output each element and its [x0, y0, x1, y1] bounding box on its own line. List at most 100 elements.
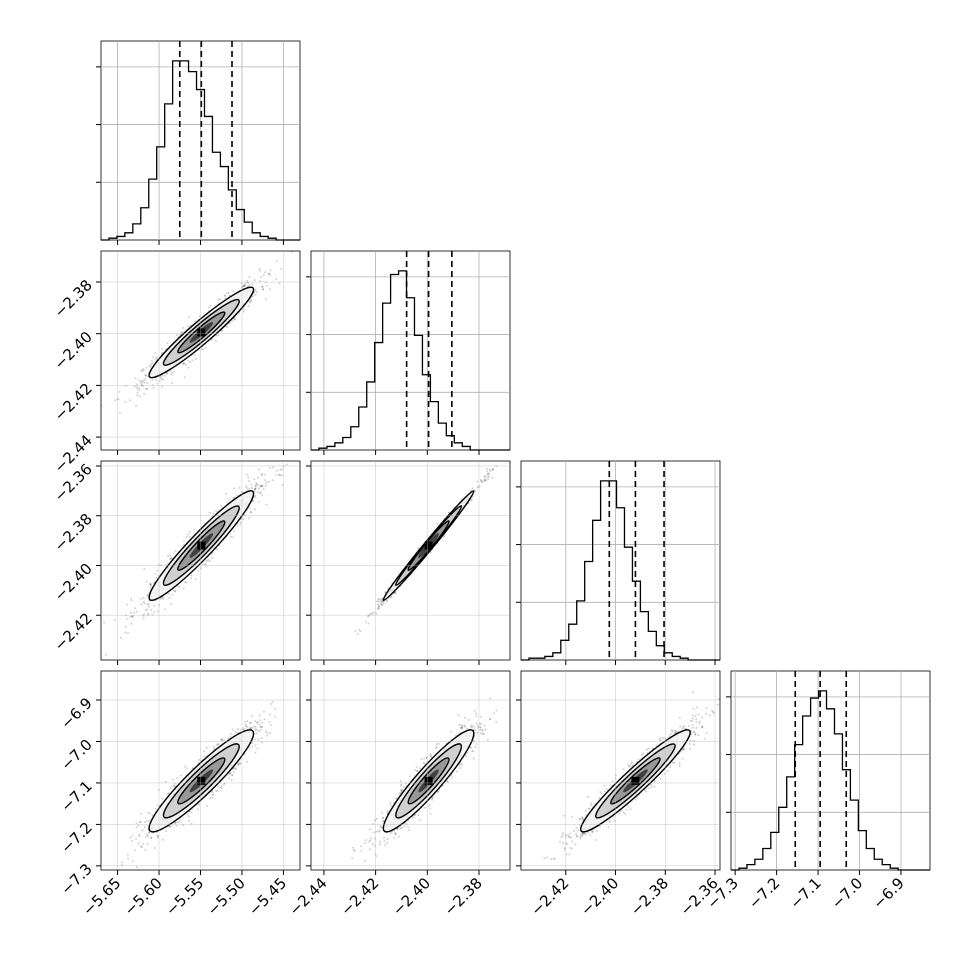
scatter-point: [258, 487, 260, 490]
scatter-point: [138, 387, 141, 390]
scatter-point: [182, 587, 185, 590]
scatter-point: [142, 613, 145, 616]
scatter-point: [372, 831, 375, 834]
scatter-point: [281, 484, 284, 486]
scatter-point: [190, 577, 193, 580]
scatter-point: [146, 603, 149, 606]
scatter-point: [223, 294, 226, 297]
scatter-point: [218, 298, 221, 301]
scatter-point: [242, 518, 245, 520]
scatter-point: [417, 814, 420, 817]
panel-3-0: −5.65−5.60−5.55−5.50−5.45−7.3−7.2−7.1−7.…: [57, 670, 301, 919]
scatter-point: [231, 774, 234, 777]
scatter-point: [176, 777, 179, 780]
scatter-point: [399, 780, 402, 782]
scatter-point: [380, 604, 383, 607]
scatter-point: [137, 389, 140, 392]
scatter-point: [254, 738, 257, 741]
scatter-point: [257, 484, 260, 487]
scatter-point: [480, 715, 482, 718]
scatter-point: [126, 853, 129, 856]
scatter-point: [147, 603, 150, 606]
scatter-point: [253, 488, 256, 491]
scatter-point: [155, 576, 158, 579]
scatter-point: [159, 375, 162, 378]
scatter-point: [209, 305, 212, 307]
scatter-point: [170, 603, 173, 605]
scatter-point: [149, 586, 152, 589]
scatter-point: [160, 597, 163, 599]
scatter-point: [258, 267, 261, 270]
scatter-point: [275, 260, 278, 263]
scatter-point: [264, 479, 267, 482]
scatter-point: [182, 362, 185, 365]
scatter-point: [151, 379, 154, 382]
scatter-point: [435, 743, 438, 746]
scatter-point: [259, 492, 261, 495]
scatter-point: [261, 285, 264, 288]
scatter-point: [127, 857, 130, 860]
scatter-point: [144, 374, 147, 376]
scatter-point: [135, 383, 138, 386]
scatter-point: [165, 372, 168, 375]
scatter-point: [153, 611, 156, 614]
scatter-point: [243, 310, 245, 313]
scatter-point: [217, 298, 220, 301]
scatter-point: [160, 378, 163, 380]
scatter-point: [457, 714, 460, 717]
scatter-point: [103, 621, 106, 624]
scatter-point: [220, 330, 223, 333]
scatter-point: [381, 819, 384, 822]
scatter-point: [238, 486, 241, 489]
scatter-point: [465, 755, 467, 758]
scatter-point: [386, 838, 389, 841]
scatter-point: [353, 849, 356, 852]
histogram-step: [311, 270, 510, 451]
scatter-point: [379, 601, 382, 604]
scatter-point: [186, 533, 189, 536]
scatter-point: [387, 587, 390, 590]
scatter-point: [182, 362, 185, 365]
scatter-point: [278, 474, 281, 477]
panel-frame: [310, 460, 511, 661]
scatter-point: [389, 595, 392, 598]
scatter-point: [142, 368, 145, 371]
scatter-point: [166, 555, 169, 558]
scatter-point: [130, 839, 133, 842]
scatter-point: [466, 727, 469, 730]
scatter-point: [170, 372, 173, 374]
scatter-point: [191, 359, 194, 362]
scatter-point: [246, 720, 249, 723]
scatter-point: [485, 470, 488, 473]
scatter-point: [145, 387, 148, 390]
scatter-point: [377, 598, 380, 601]
scatter-point: [130, 597, 132, 600]
scatter-point: [131, 834, 134, 837]
scatter-point: [169, 558, 172, 561]
scatter-point: [185, 364, 188, 367]
scatter-point: [488, 475, 490, 478]
scatter-point: [221, 738, 224, 741]
scatter-point: [207, 558, 210, 561]
scatter-point: [248, 275, 251, 278]
scatter-point: [186, 813, 189, 816]
y-tick-label: −7.0: [57, 736, 95, 774]
scatter-point: [147, 834, 149, 837]
scatter-point: [268, 466, 271, 469]
scatter-point: [127, 631, 129, 634]
scatter-point: [486, 473, 489, 476]
scatter-point: [170, 373, 173, 376]
panel-0-0: [96, 40, 301, 245]
scatter-point: [138, 379, 140, 382]
scatter-point: [242, 285, 245, 288]
scatter-point: [268, 713, 271, 716]
scatter-point: [261, 726, 264, 728]
scatter-point: [189, 361, 192, 363]
scatter-point: [135, 826, 138, 829]
scatter-point: [162, 378, 165, 381]
scatter-point: [129, 615, 132, 618]
scatter-point: [254, 720, 257, 723]
scatter-point: [159, 598, 162, 600]
scatter-point: [138, 833, 141, 836]
scatter-point: [157, 789, 160, 792]
